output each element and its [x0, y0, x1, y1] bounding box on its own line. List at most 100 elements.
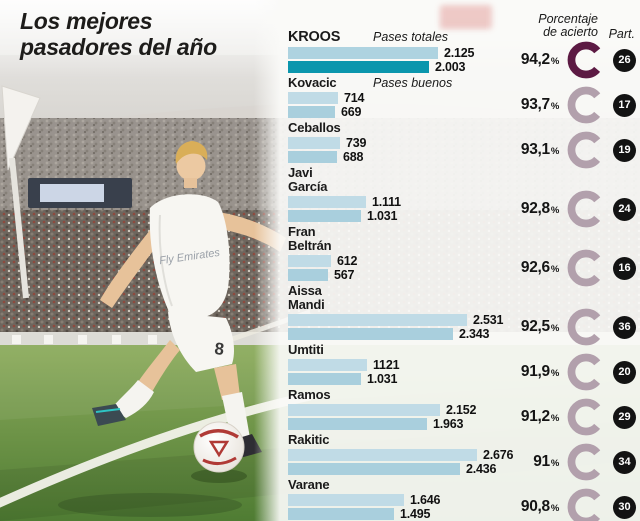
- player-name: KROOS: [288, 29, 341, 45]
- shorts-number: 8: [214, 339, 225, 359]
- accuracy-percent: 92,6%: [520, 259, 559, 276]
- column-header-part: Part.: [608, 27, 635, 41]
- accuracy-percent: 93,7%: [520, 96, 559, 113]
- player-name: Umtiti: [288, 342, 324, 357]
- matches-badge: 26: [613, 48, 636, 72]
- accuracy-ring-icon: [567, 249, 605, 287]
- player-name: Rakitic: [288, 432, 330, 447]
- good-passes-value: 2.436: [466, 462, 497, 476]
- column-header-accuracy: Porcentaje de acierto: [538, 12, 598, 39]
- good-passes-value: 1.963: [433, 417, 464, 431]
- good-passes-bar: [288, 373, 361, 385]
- good-passes-bar: [288, 210, 361, 222]
- good-passes-bar: [288, 463, 460, 475]
- player-row: Fran Beltrán 612 567 92,6% 16: [288, 224, 640, 287]
- page-title: Los mejores pasadores del año: [20, 8, 217, 60]
- matches-badge: 17: [613, 93, 636, 117]
- accuracy-percent: 91%: [533, 453, 559, 470]
- good-passes-bar: [288, 61, 429, 73]
- matches-badge: 34: [613, 450, 636, 474]
- good-passes-value: 688: [343, 150, 364, 164]
- accuracy-ring-icon: [567, 131, 605, 169]
- good-passes-bar: [288, 328, 453, 340]
- good-passes-bar: [288, 508, 394, 520]
- player-row: Rakitic 2.676 2.436 91% 34: [288, 432, 640, 481]
- accuracy-percent: 92,5%: [520, 318, 559, 335]
- total-passes-bar: [288, 47, 438, 59]
- player-name: Javi García: [288, 165, 328, 194]
- player-row: Ceballos 739 688 93,1% 19: [288, 120, 640, 169]
- accuracy-percent: 91,2%: [520, 408, 559, 425]
- total-passes-value: 612: [337, 254, 358, 268]
- player-name: Fran Beltrán: [288, 224, 332, 253]
- good-passes-value: 2.343: [459, 327, 490, 341]
- accuracy-percent: 94,2%: [520, 51, 559, 68]
- series-label: Pases totales: [373, 30, 449, 44]
- accuracy-ring-icon: [567, 488, 605, 521]
- total-passes-value: 1121: [373, 358, 400, 372]
- total-passes-value: 2.152: [446, 403, 477, 417]
- matches-badge: 16: [613, 256, 636, 280]
- matches-badge: 30: [613, 495, 636, 519]
- accuracy-ring-icon: [567, 41, 605, 79]
- good-passes-value: 2.003: [435, 60, 466, 74]
- total-passes-value: 2.676: [483, 448, 514, 462]
- player-row: KROOS Pases totales 2.125 2.003 94,2% 26: [288, 29, 640, 79]
- player-row: Javi García 1.111 1.031 92,8% 24: [288, 165, 640, 228]
- player-name: Varane: [288, 477, 330, 492]
- matches-badge: 19: [613, 138, 636, 162]
- total-passes-value: 2.125: [444, 46, 475, 60]
- total-passes-value: 1.111: [372, 195, 401, 209]
- total-passes-value: 739: [346, 136, 367, 150]
- player-row: Aissa Mandi 2.531 2.343 92,5% 36: [288, 283, 640, 346]
- total-passes-bar: [288, 359, 367, 371]
- player-row: Varane 1.646 1.495 90,8% 30: [288, 477, 640, 521]
- total-passes-bar: [288, 314, 467, 326]
- accuracy-ring-icon: [567, 353, 605, 391]
- good-passes-value: 1.031: [367, 372, 398, 386]
- total-passes-bar: [288, 449, 477, 461]
- accuracy-percent: 93,1%: [520, 141, 559, 158]
- accuracy-percent: 92,8%: [520, 200, 559, 217]
- matches-badge: 24: [613, 197, 636, 221]
- player-name: Ceballos: [288, 120, 341, 135]
- good-passes-bar: [288, 106, 335, 118]
- accuracy-percent: 91,9%: [520, 363, 559, 380]
- accuracy-ring-icon: [567, 398, 605, 436]
- total-passes-bar: [288, 196, 366, 208]
- accuracy-percent: 90,8%: [520, 498, 559, 515]
- good-passes-bar: [288, 418, 427, 430]
- accuracy-ring-icon: [567, 86, 605, 124]
- corner-flag: [1, 85, 41, 299]
- good-passes-value: 1.495: [400, 507, 431, 521]
- good-passes-value: 669: [341, 105, 362, 119]
- total-passes-bar: [288, 92, 338, 104]
- scoreboard-blur: [440, 5, 492, 29]
- total-passes-bar: [288, 494, 404, 506]
- player-row: Umtiti 1121 1.031 91,9% 20: [288, 342, 640, 391]
- good-passes-bar: [288, 151, 337, 163]
- player-figure: Fly Emirates 8: [58, 141, 286, 517]
- player-row: Ramos 2.152 1.963 91,2% 29: [288, 387, 640, 436]
- matches-badge: 29: [613, 405, 636, 429]
- player-row: Kovacic Pases buenos 714 669 93,7% 17: [288, 75, 640, 124]
- total-passes-bar: [288, 137, 340, 149]
- good-passes-value: 567: [334, 268, 355, 282]
- accuracy-ring-icon: [567, 190, 605, 228]
- matches-badge: 20: [613, 360, 636, 384]
- good-passes-bar: [288, 269, 328, 281]
- matches-badge: 36: [613, 315, 636, 339]
- total-passes-bar: [288, 404, 440, 416]
- football: [191, 421, 247, 483]
- player-rows: KROOS Pases totales 2.125 2.003 94,2% 26…: [288, 30, 640, 521]
- accuracy-ring-icon: [567, 308, 605, 346]
- player-name: Ramos: [288, 387, 331, 402]
- total-passes-value: 2.531: [473, 313, 504, 327]
- player-name: Kovacic: [288, 75, 337, 90]
- series-label: Pases buenos: [373, 76, 453, 90]
- player-name: Aissa Mandi: [288, 283, 325, 312]
- accuracy-ring-icon: [567, 443, 605, 481]
- total-passes-value: 1.646: [410, 493, 441, 507]
- chart-panel: Porcentaje de acierto Part. KROOS Pases …: [254, 0, 640, 521]
